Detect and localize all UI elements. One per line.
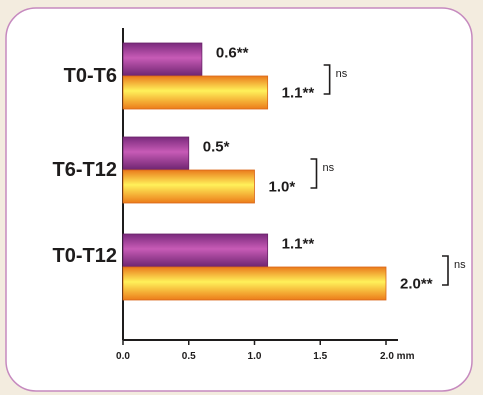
bracket-t0-t12	[442, 255, 449, 286]
bar-t0-t6-yellow	[122, 75, 269, 110]
bar-t0-t12-yellow	[122, 266, 387, 301]
category-label-t0-t6: T0-T6	[64, 65, 117, 87]
value-label-t6-t12-yellow: 1.0*	[269, 179, 296, 196]
bar-t6-t12-yellow	[122, 169, 255, 204]
x-tick-label: 2.0 mm	[380, 351, 415, 362]
x-tick-label: 1.5	[313, 351, 327, 362]
category-label-t0-t12: T0-T12	[53, 245, 117, 267]
value-label-t0-t12-yellow: 2.0**	[400, 276, 433, 293]
ns-label-t0-t6: ns	[336, 68, 348, 80]
value-label-t0-t6-purple: 0.6**	[216, 45, 249, 62]
bar-t0-t12-purple	[122, 233, 269, 268]
value-label-t0-t6-yellow: 1.1**	[282, 85, 315, 102]
value-label-t0-t12-purple: 1.1**	[282, 236, 315, 253]
bracket-t0-t6	[323, 64, 331, 95]
bracket-t6-t12	[310, 158, 318, 189]
bars-group: 0.6** 1.1** 0.5* 1.0* 1.1** 2.0**	[122, 42, 433, 301]
bar-t6-t12-purple	[122, 136, 190, 171]
x-axis-ticks: 0.0 0.5 1.0 1.5 2.0 mm	[116, 340, 415, 362]
bar-t0-t6-purple	[122, 42, 203, 77]
ns-label-t6-t12: ns	[323, 162, 335, 174]
x-tick-label: 0.5	[182, 351, 196, 362]
category-label-t6-t12: T6-T12	[53, 159, 117, 181]
value-label-t6-t12-purple: 0.5*	[203, 139, 230, 156]
x-tick-label: 0.0	[116, 351, 130, 362]
x-tick-label: 1.0	[248, 351, 262, 362]
significance-brackets: ns ns ns	[310, 64, 466, 286]
ns-label-t0-t12: ns	[454, 259, 466, 271]
